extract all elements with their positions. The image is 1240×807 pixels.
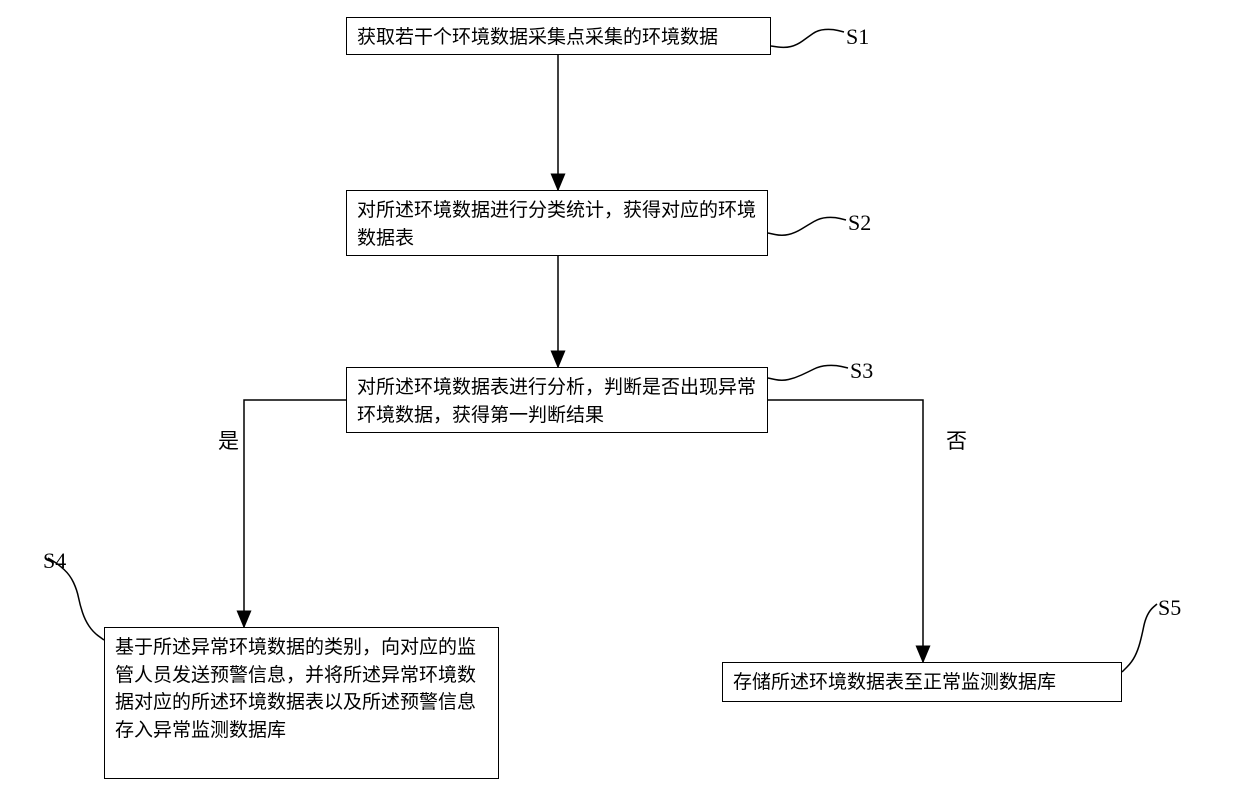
flowchart-node-s1: 获取若干个环境数据采集点采集的环境数据 bbox=[346, 17, 771, 55]
node-label-s4: S4 bbox=[43, 548, 66, 574]
label-connector-0 bbox=[771, 29, 844, 47]
node-text: 对所述环境数据进行分类统计，获得对应的环境数据表 bbox=[357, 200, 756, 249]
edge-s3-s5 bbox=[768, 400, 923, 662]
edge-s3-s4 bbox=[244, 400, 346, 627]
node-label-s3: S3 bbox=[850, 358, 873, 384]
node-text: 获取若干个环境数据采集点采集的环境数据 bbox=[357, 27, 718, 48]
node-text: 基于所述异常环境数据的类别，向对应的监管人员发送预警信息，并将所述异常环境数据对… bbox=[115, 637, 476, 741]
label-connector-4 bbox=[1122, 604, 1157, 672]
node-label-s2: S2 bbox=[848, 210, 871, 236]
edge-label-s3-s5: 否 bbox=[946, 425, 967, 455]
label-connector-2 bbox=[768, 365, 848, 380]
node-text: 存储所述环境数据表至正常监测数据库 bbox=[733, 672, 1056, 693]
node-label-s1: S1 bbox=[846, 24, 869, 50]
edge-label-s3-s4: 是 bbox=[218, 425, 239, 455]
flowchart-node-s5: 存储所述环境数据表至正常监测数据库 bbox=[722, 662, 1122, 702]
flowchart-node-s3: 对所述环境数据表进行分析，判断是否出现异常环境数据，获得第一判断结果 bbox=[346, 367, 768, 433]
label-connector-1 bbox=[768, 217, 846, 235]
flowchart-node-s2: 对所述环境数据进行分类统计，获得对应的环境数据表 bbox=[346, 190, 768, 256]
node-label-s5: S5 bbox=[1158, 595, 1181, 621]
flowchart-node-s4: 基于所述异常环境数据的类别，向对应的监管人员发送预警信息，并将所述异常环境数据对… bbox=[104, 627, 499, 779]
node-text: 对所述环境数据表进行分析，判断是否出现异常环境数据，获得第一判断结果 bbox=[357, 377, 756, 426]
